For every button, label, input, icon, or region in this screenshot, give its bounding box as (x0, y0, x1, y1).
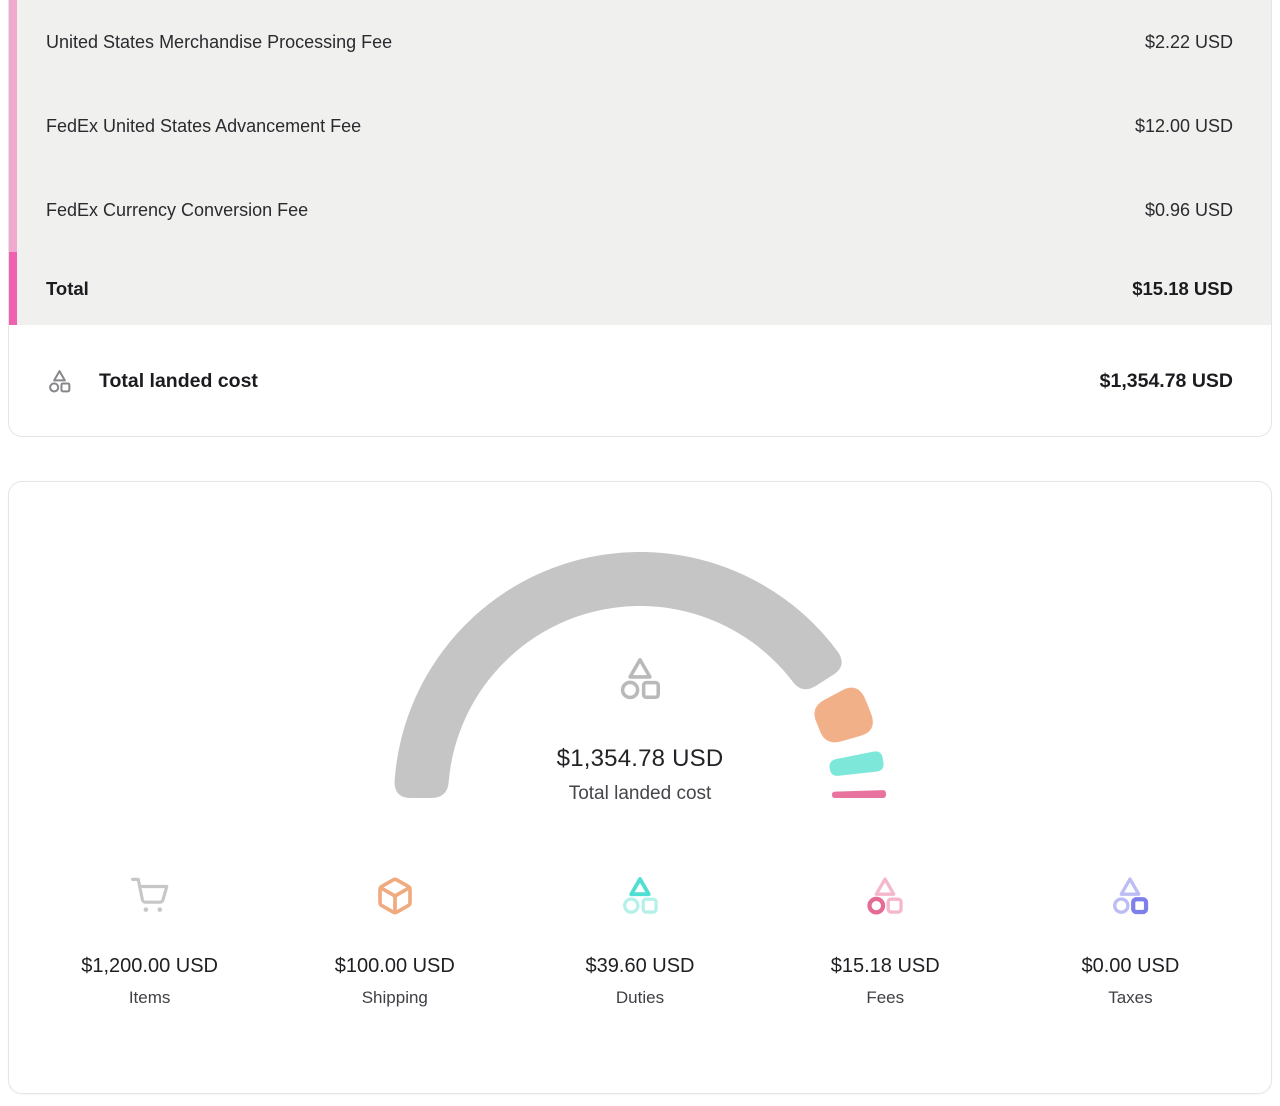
fee-value: $2.22 USD (1145, 32, 1233, 53)
duties-shapes-icon (618, 875, 662, 917)
total-landed-cost-value: $1,354.78 USD (1100, 370, 1233, 393)
cart-icon (131, 877, 169, 915)
landed-cost-logo-icon (615, 656, 665, 702)
taxes-shapes-icon (1108, 875, 1152, 917)
fees-total-value: $15.18 USD (1132, 278, 1233, 300)
stat-label: Shipping (362, 988, 428, 1008)
stat-fees: $15.18 USD Fees (763, 870, 1008, 1008)
fee-label: FedEx United States Advancement Fee (46, 116, 361, 137)
stat-value: $0.00 USD (1081, 955, 1179, 978)
gauge-center-icon-wrap (9, 656, 1271, 702)
fee-row: FedEx United States Advancement Fee $12.… (9, 84, 1271, 168)
stat-label: Duties (616, 988, 664, 1008)
stat-taxes: $0.00 USD Taxes (1008, 870, 1253, 1008)
fee-value: $12.00 USD (1135, 116, 1233, 137)
fees-accent-stripe-light (9, 0, 17, 252)
fee-value: $0.96 USD (1145, 200, 1233, 221)
stat-shipping: $100.00 USD Shipping (272, 870, 517, 1008)
stat-value: $15.18 USD (831, 955, 940, 978)
stat-value: $39.60 USD (586, 955, 695, 978)
fee-row: FedEx Currency Conversion Fee $0.96 USD (9, 168, 1271, 252)
landed-cost-chart-card: $1,354.78 USD Total landed cost $1,200.0… (8, 481, 1272, 1094)
gauge-center-value: $1,354.78 USD (9, 745, 1271, 773)
landed-cost-logo-icon (46, 369, 73, 394)
gauge-center-label: Total landed cost (9, 783, 1271, 805)
total-landed-cost-row: Total landed cost $1,354.78 USD (9, 325, 1271, 437)
fee-row: United States Merchandise Processing Fee… (9, 0, 1271, 84)
fees-total-row: Total $15.18 USD (9, 252, 1271, 325)
fees-total-label: Total (46, 278, 89, 300)
stat-label: Taxes (1108, 988, 1152, 1008)
fee-label: United States Merchandise Processing Fee (46, 32, 392, 53)
landed-cost-gauge: $1,354.78 USD Total landed cost (9, 482, 1271, 830)
fees-table: United States Merchandise Processing Fee… (9, 0, 1271, 325)
stat-items: $1,200.00 USD Items (27, 870, 272, 1008)
fee-label: FedEx Currency Conversion Fee (46, 200, 308, 221)
cost-stats-row: $1,200.00 USD Items $100.00 USD Shipping (9, 870, 1271, 1008)
stat-label: Fees (866, 988, 904, 1008)
stat-duties: $39.60 USD Duties (517, 870, 762, 1008)
stat-value: $100.00 USD (335, 955, 455, 978)
stat-label: Items (129, 988, 171, 1008)
total-landed-cost-label: Total landed cost (99, 370, 258, 393)
fees-accent-stripe-dark (9, 252, 17, 325)
package-icon (375, 876, 415, 916)
landed-cost-breakdown-card: United States Merchandise Processing Fee… (8, 0, 1272, 437)
fees-shapes-icon (863, 875, 907, 917)
stat-value: $1,200.00 USD (81, 955, 218, 978)
